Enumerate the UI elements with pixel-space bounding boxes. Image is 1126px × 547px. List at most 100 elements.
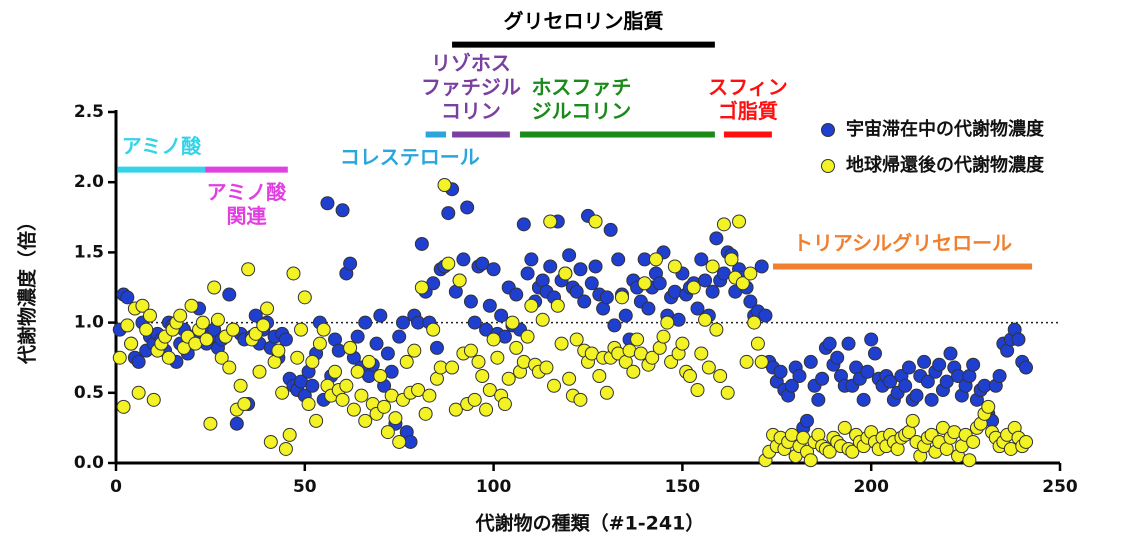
- point: [811, 392, 826, 407]
- point: [358, 413, 373, 428]
- point: [479, 402, 494, 417]
- group-label: スフィン: [708, 75, 788, 99]
- point: [694, 346, 709, 361]
- point: [399, 354, 414, 369]
- point: [422, 388, 437, 403]
- point: [361, 354, 376, 369]
- point: [229, 416, 244, 431]
- point: [173, 308, 188, 323]
- point: [803, 354, 818, 369]
- point: [501, 371, 516, 386]
- y-tick-label: 1.0: [74, 313, 104, 333]
- point: [588, 214, 603, 229]
- point: [445, 360, 460, 375]
- point: [286, 266, 301, 281]
- point: [1011, 332, 1026, 347]
- point: [724, 252, 739, 267]
- point: [830, 350, 845, 365]
- point: [720, 385, 735, 400]
- point: [494, 308, 509, 323]
- point: [369, 336, 384, 351]
- point: [475, 368, 490, 383]
- point: [626, 364, 641, 379]
- point: [297, 290, 312, 305]
- point: [407, 343, 422, 358]
- group-label: ファチジル: [421, 75, 521, 99]
- point: [675, 336, 690, 351]
- point: [142, 308, 157, 323]
- point: [864, 332, 879, 347]
- point: [248, 308, 263, 323]
- point: [131, 354, 146, 369]
- point: [618, 308, 633, 323]
- legend-label: 地球帰還後の代謝物濃度: [846, 154, 1045, 176]
- point: [350, 364, 365, 379]
- point: [278, 332, 293, 347]
- point: [467, 315, 482, 330]
- point: [467, 392, 482, 407]
- point: [856, 392, 871, 407]
- legend-marker: [821, 159, 835, 173]
- point: [652, 276, 667, 291]
- point: [867, 346, 882, 361]
- point: [328, 364, 343, 379]
- point: [645, 350, 660, 365]
- group-label: ホスファチ: [531, 75, 631, 99]
- point: [380, 425, 395, 440]
- point: [524, 298, 539, 313]
- point: [210, 312, 225, 327]
- point: [562, 248, 577, 263]
- point: [981, 399, 996, 414]
- point: [448, 402, 463, 417]
- point: [962, 453, 977, 468]
- point: [278, 441, 293, 456]
- point: [573, 392, 588, 407]
- point: [747, 315, 762, 330]
- point: [543, 214, 558, 229]
- point: [471, 354, 486, 369]
- point: [350, 329, 365, 344]
- point: [750, 336, 765, 351]
- x-tick-label: 200: [853, 477, 889, 497]
- group-label: トリアシルグリセロール: [793, 231, 1012, 255]
- point: [516, 217, 531, 232]
- point: [139, 322, 154, 337]
- point: [837, 420, 852, 435]
- point: [1019, 360, 1034, 375]
- point: [237, 397, 252, 412]
- point: [966, 434, 981, 449]
- point: [732, 214, 747, 229]
- point: [637, 276, 652, 291]
- point: [705, 284, 720, 299]
- point: [346, 402, 361, 417]
- point: [392, 434, 407, 449]
- point: [773, 364, 788, 379]
- point: [573, 262, 588, 277]
- point: [414, 236, 429, 251]
- group-label: アミノ酸: [122, 134, 203, 158]
- point: [294, 322, 309, 337]
- point: [429, 340, 444, 355]
- point: [909, 388, 924, 403]
- point: [524, 252, 539, 267]
- point: [395, 315, 410, 330]
- y-axis-title: 代謝物濃度（倍）: [16, 212, 39, 365]
- point: [803, 453, 818, 468]
- point: [373, 368, 388, 383]
- point: [754, 354, 769, 369]
- point: [120, 290, 135, 305]
- point: [460, 200, 475, 215]
- point: [354, 388, 369, 403]
- point: [252, 364, 267, 379]
- point: [656, 329, 671, 344]
- point: [203, 416, 218, 431]
- point: [161, 350, 176, 365]
- point: [883, 374, 898, 389]
- y-tick-label: 2.5: [74, 102, 104, 122]
- point: [584, 276, 599, 291]
- group-label: コレステロール: [340, 145, 480, 169]
- point: [698, 273, 713, 288]
- point: [509, 340, 524, 355]
- point: [290, 350, 305, 365]
